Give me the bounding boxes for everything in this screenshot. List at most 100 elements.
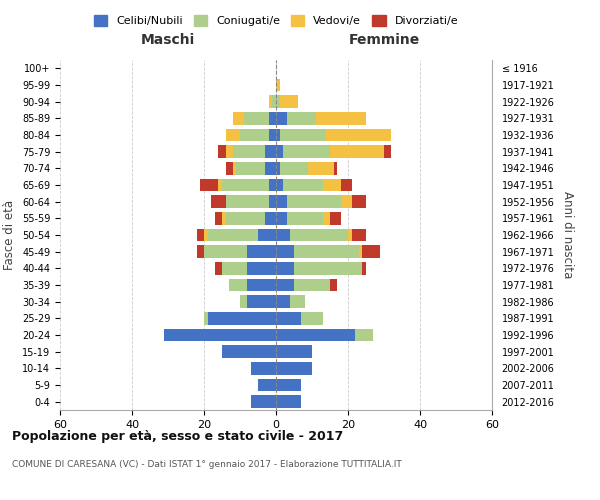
Bar <box>204 229 208 241</box>
Bar <box>269 179 276 192</box>
Bar <box>247 296 276 308</box>
Bar <box>276 229 290 241</box>
Bar <box>276 312 301 324</box>
Bar <box>276 146 283 158</box>
Bar <box>276 346 312 358</box>
Bar <box>287 196 341 208</box>
Y-axis label: Anni di nascita: Anni di nascita <box>561 192 574 278</box>
Bar <box>208 229 258 241</box>
Bar <box>251 396 276 408</box>
Bar <box>280 96 298 108</box>
Bar <box>276 112 287 124</box>
Bar <box>226 146 233 158</box>
Bar <box>240 296 247 308</box>
Bar <box>276 329 355 341</box>
Bar <box>233 146 265 158</box>
Bar <box>197 229 204 241</box>
Bar <box>290 229 348 241</box>
Bar <box>276 212 287 224</box>
Bar <box>218 179 222 192</box>
Bar <box>269 129 276 141</box>
Bar <box>330 279 337 291</box>
Bar <box>222 212 226 224</box>
Bar <box>294 279 330 291</box>
Bar <box>226 196 269 208</box>
Bar <box>294 246 359 258</box>
Bar <box>276 96 280 108</box>
Bar <box>258 229 276 241</box>
Bar <box>226 162 233 174</box>
Bar <box>323 179 341 192</box>
Bar <box>276 162 280 174</box>
Bar <box>352 196 366 208</box>
Bar <box>276 129 280 141</box>
Bar <box>276 396 301 408</box>
Bar <box>218 146 226 158</box>
Bar <box>276 179 283 192</box>
Bar <box>236 162 265 174</box>
Bar <box>197 246 204 258</box>
Bar <box>215 212 222 224</box>
Bar <box>276 262 294 274</box>
Bar <box>226 212 265 224</box>
Bar <box>269 96 272 108</box>
Bar <box>301 312 323 324</box>
Bar <box>308 162 334 174</box>
Bar <box>269 196 276 208</box>
Text: Maschi: Maschi <box>141 32 195 46</box>
Y-axis label: Fasce di età: Fasce di età <box>4 200 16 270</box>
Bar <box>226 129 240 141</box>
Bar <box>280 162 308 174</box>
Bar <box>362 246 380 258</box>
Bar <box>341 179 352 192</box>
Bar <box>222 262 247 274</box>
Bar <box>200 179 218 192</box>
Bar <box>272 96 276 108</box>
Bar <box>276 362 312 374</box>
Bar <box>280 129 326 141</box>
Bar <box>316 112 366 124</box>
Bar <box>341 196 352 208</box>
Bar <box>283 146 330 158</box>
Bar <box>240 129 269 141</box>
Bar <box>287 212 323 224</box>
Legend: Celibi/Nubili, Coniugati/e, Vedovi/e, Divorziati/e: Celibi/Nubili, Coniugati/e, Vedovi/e, Di… <box>89 10 463 31</box>
Bar <box>330 212 341 224</box>
Bar <box>276 246 294 258</box>
Bar <box>269 112 276 124</box>
Bar <box>330 146 384 158</box>
Bar <box>222 179 269 192</box>
Bar <box>204 246 247 258</box>
Bar <box>229 279 247 291</box>
Bar <box>208 312 276 324</box>
Bar <box>215 262 222 274</box>
Bar <box>276 79 280 92</box>
Bar <box>258 379 276 391</box>
Text: Femmine: Femmine <box>349 32 419 46</box>
Bar <box>247 262 276 274</box>
Text: COMUNE DI CARESANA (VC) - Dati ISTAT 1° gennaio 2017 - Elaborazione TUTTITALIA.I: COMUNE DI CARESANA (VC) - Dati ISTAT 1° … <box>12 460 402 469</box>
Bar <box>164 329 276 341</box>
Bar <box>276 196 287 208</box>
Bar <box>276 379 301 391</box>
Bar <box>384 146 391 158</box>
Bar <box>323 212 330 224</box>
Text: Popolazione per età, sesso e stato civile - 2017: Popolazione per età, sesso e stato civil… <box>12 430 343 443</box>
Bar <box>290 296 305 308</box>
Bar <box>265 162 276 174</box>
Bar <box>251 362 276 374</box>
Bar <box>244 112 269 124</box>
Bar <box>276 296 290 308</box>
Bar <box>287 112 316 124</box>
Bar <box>265 146 276 158</box>
Bar <box>204 312 208 324</box>
Bar <box>352 229 366 241</box>
Bar <box>283 179 323 192</box>
Bar <box>294 262 362 274</box>
Bar <box>326 129 391 141</box>
Bar <box>211 196 226 208</box>
Bar <box>362 262 366 274</box>
Bar <box>247 246 276 258</box>
Bar <box>233 162 236 174</box>
Bar <box>222 346 276 358</box>
